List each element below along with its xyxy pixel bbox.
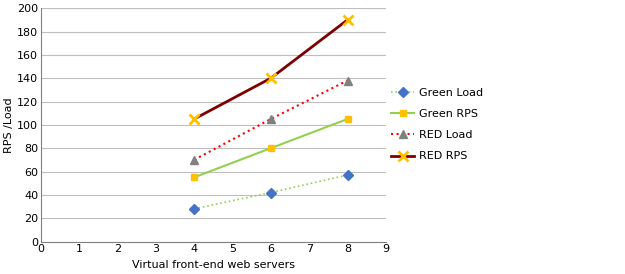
Green Load (344, 173, 351, 177)
Line: Green Load: Green Load (191, 172, 351, 212)
Line: Green RPS: Green RPS (191, 116, 351, 181)
Green RPS (191, 176, 198, 179)
Green Load (267, 191, 274, 194)
Green Load (191, 207, 198, 210)
RED Load (344, 79, 351, 82)
Line: RED Load: RED Load (190, 76, 352, 164)
Legend: Green Load, Green RPS, RED Load, RED RPS: Green Load, Green RPS, RED Load, RED RPS (391, 88, 483, 161)
RED Load (267, 117, 274, 121)
Line: RED RPS: RED RPS (189, 15, 352, 124)
Green RPS (344, 117, 351, 121)
RED RPS (191, 117, 198, 121)
RED RPS (267, 76, 274, 80)
RED RPS (344, 18, 351, 21)
RED Load (191, 158, 198, 161)
X-axis label: Virtual front-end web servers: Virtual front-end web servers (132, 260, 295, 270)
Y-axis label: RPS /Load: RPS /Load (4, 97, 14, 153)
Green RPS (267, 147, 274, 150)
